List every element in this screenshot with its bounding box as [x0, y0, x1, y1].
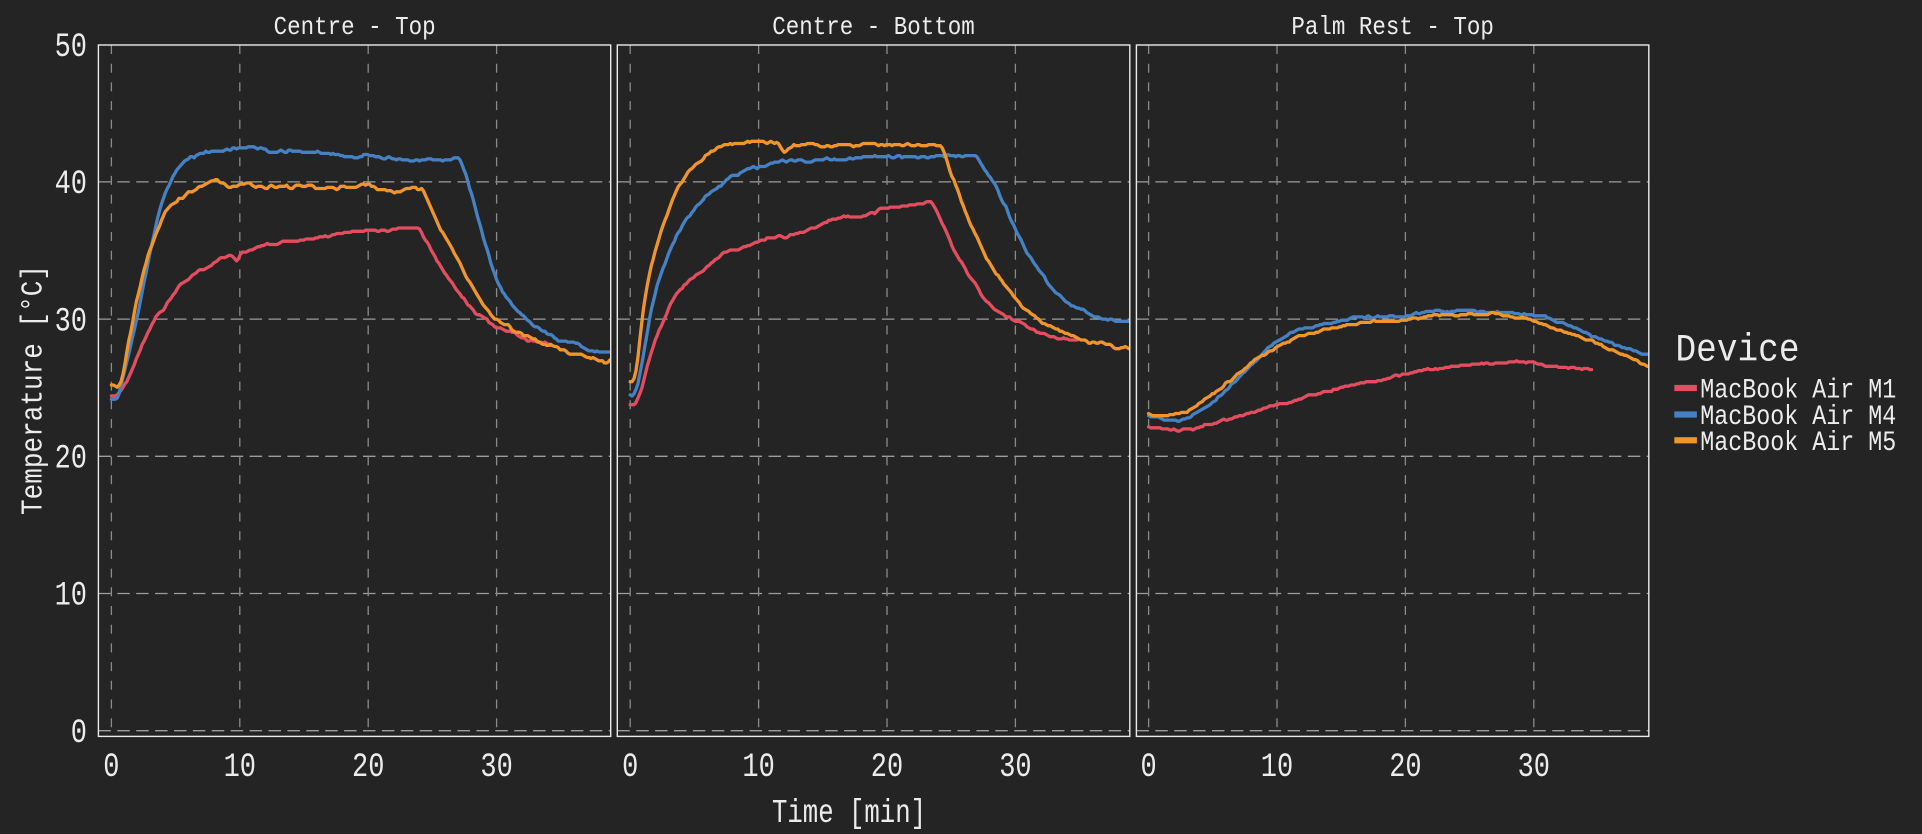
svg-text:0: 0 — [103, 748, 119, 787]
svg-text:0: 0 — [622, 748, 638, 787]
svg-text:MacBook Air M5: MacBook Air M5 — [1700, 428, 1896, 459]
svg-text:MacBook Air M4: MacBook Air M4 — [1700, 402, 1896, 433]
svg-text:Temperature [°C]: Temperature [°C] — [17, 265, 52, 515]
svg-text:Palm Rest - Top: Palm Rest - Top — [1291, 13, 1494, 42]
svg-text:20: 20 — [55, 440, 87, 479]
svg-text:20: 20 — [1389, 748, 1421, 787]
svg-text:10: 10 — [224, 748, 256, 787]
svg-text:40: 40 — [55, 165, 87, 204]
svg-text:10: 10 — [1261, 748, 1293, 787]
svg-text:30: 30 — [1518, 748, 1550, 787]
svg-text:30: 30 — [55, 302, 87, 341]
svg-text:Centre - Top: Centre - Top — [274, 13, 436, 42]
svg-text:30: 30 — [480, 748, 512, 787]
svg-text:10: 10 — [742, 748, 774, 787]
svg-text:20: 20 — [352, 748, 384, 787]
svg-text:50: 50 — [55, 28, 87, 67]
svg-text:0: 0 — [1141, 748, 1157, 787]
svg-text:Time [min]: Time [min] — [772, 795, 926, 832]
svg-text:20: 20 — [871, 748, 903, 787]
svg-text:30: 30 — [999, 748, 1031, 787]
svg-text:0: 0 — [71, 714, 87, 753]
svg-text:Device: Device — [1676, 328, 1800, 372]
svg-text:MacBook Air M1: MacBook Air M1 — [1700, 376, 1896, 407]
svg-text:Centre - Bottom: Centre - Bottom — [772, 13, 975, 42]
svg-text:10: 10 — [55, 577, 87, 616]
